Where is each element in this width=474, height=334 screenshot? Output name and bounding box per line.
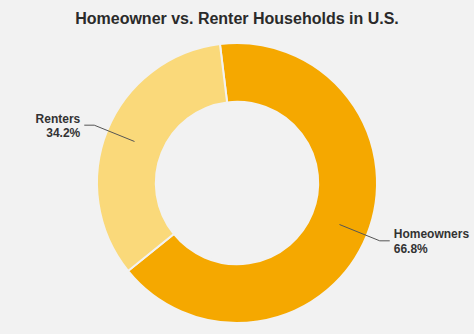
value-label: 34.2% — [46, 126, 80, 140]
slices — [97, 43, 377, 323]
background — [0, 0, 474, 334]
slice — [97, 44, 227, 271]
category-label: Renters — [36, 112, 81, 126]
category-label: Homeowners — [394, 227, 470, 241]
chart-root: Homeowner vs. Renter Households in U.S. H… — [0, 0, 474, 334]
data-label: Homeowners66.8% — [394, 227, 470, 255]
labels: Homeowners66.8% Renters34.2% — [36, 112, 470, 256]
slice-group — [97, 43, 377, 323]
value-label: 66.8% — [394, 242, 428, 256]
leader-line — [84, 125, 134, 141]
data-label: Renters34.2% — [36, 112, 81, 140]
leader-line — [340, 225, 390, 241]
title: Homeowner vs. Renter Households in U.S. — [75, 10, 399, 27]
